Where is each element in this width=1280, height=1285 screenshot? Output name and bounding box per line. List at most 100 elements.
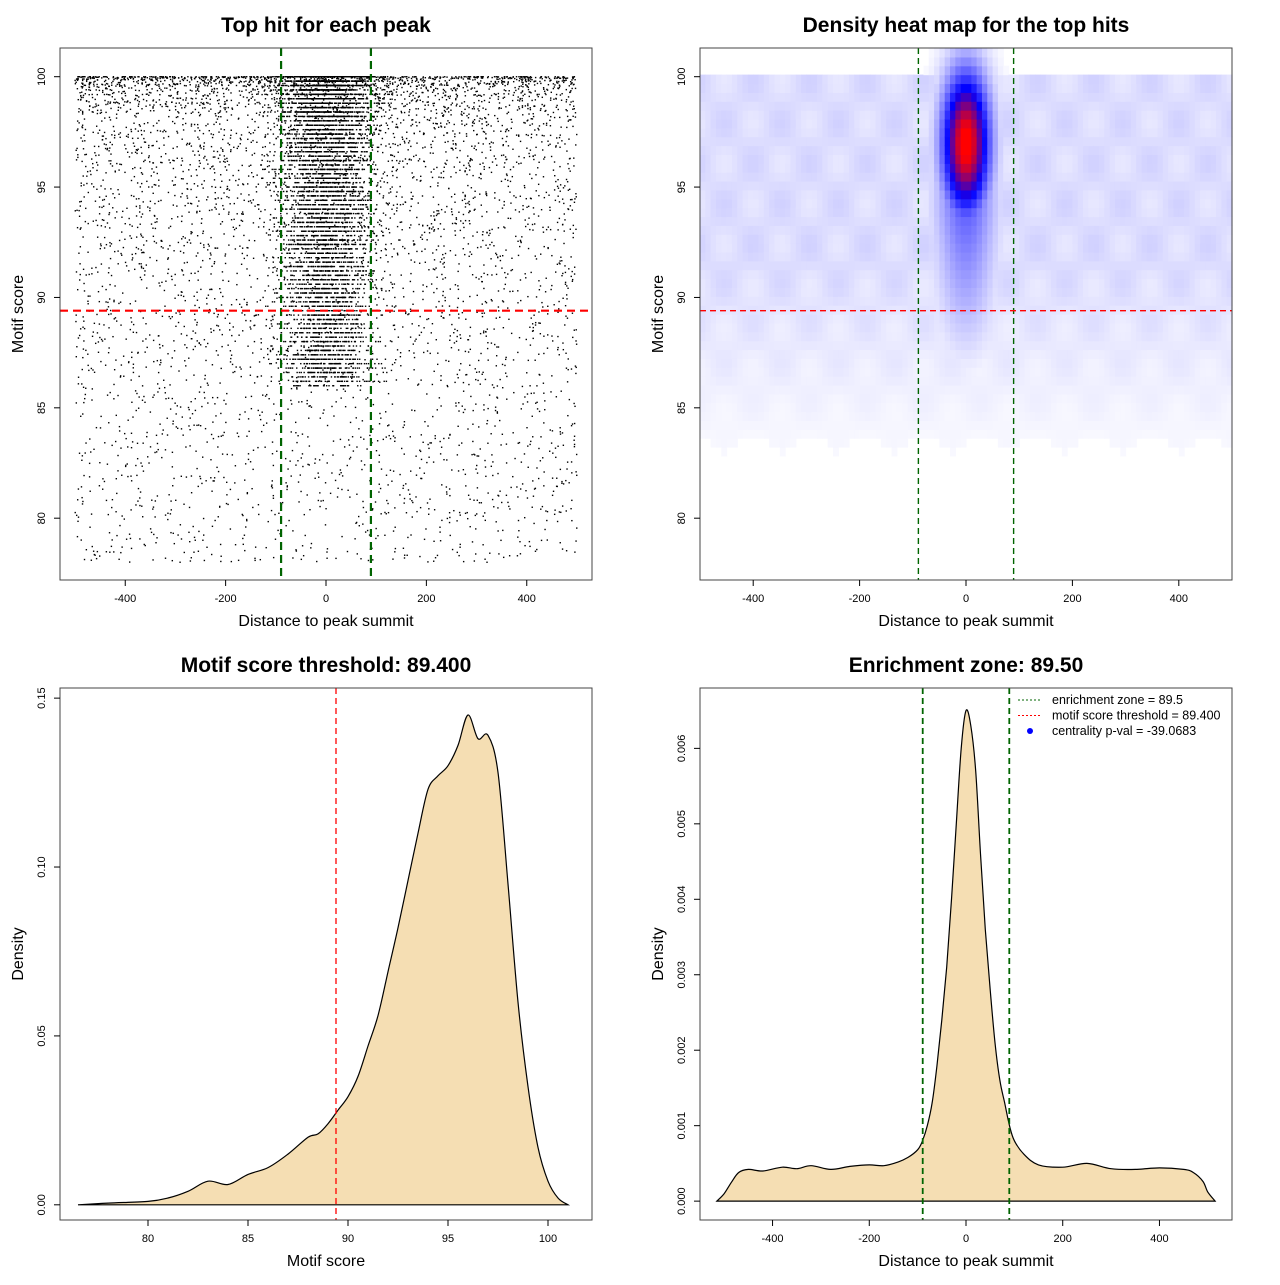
scatter-point [276, 90, 278, 93]
scatter-point [111, 96, 113, 98]
scatter-point [395, 379, 398, 381]
scatter-point [343, 446, 346, 448]
scatter-point [338, 252, 341, 254]
scatter-point [486, 231, 488, 234]
scatter-point [276, 297, 278, 299]
scatter-point [296, 385, 298, 387]
scatter-point [154, 451, 156, 454]
scatter-point [269, 213, 272, 216]
scatter-point [529, 443, 531, 446]
scatter-point [497, 290, 500, 292]
scatter-point [464, 170, 466, 173]
scatter-point [272, 89, 275, 91]
scatter-point [374, 208, 377, 211]
scatter-point [377, 98, 380, 100]
scatter-point [368, 272, 371, 275]
scatter-point [296, 332, 298, 334]
scatter-point [220, 304, 223, 306]
scatter-point [97, 132, 99, 134]
scatter-point [249, 80, 251, 82]
scatter-point [453, 509, 455, 512]
scatter-point [110, 107, 112, 110]
scatter-point [391, 170, 393, 173]
scatter-point [302, 146, 305, 149]
scatter-point [301, 159, 303, 162]
scatter-point [488, 88, 490, 90]
scatter-point [349, 168, 351, 171]
scatter-point [153, 171, 155, 173]
scatter-point [328, 142, 330, 144]
scatter-point [305, 358, 308, 360]
scatter-point [499, 490, 501, 492]
scatter-point [320, 349, 322, 352]
scatter-point [318, 221, 321, 224]
scatter-point [455, 217, 458, 219]
scatter-point [363, 168, 366, 171]
scatter-point [189, 164, 191, 166]
scatter-point [401, 102, 403, 105]
scatter-point [304, 358, 306, 360]
scatter-point [542, 306, 544, 308]
scatter-point [464, 350, 467, 353]
scatter-point [486, 76, 489, 79]
scatter-point [288, 313, 291, 316]
scatter-point [228, 211, 230, 213]
scatter-point [348, 274, 351, 277]
scatter-point [197, 136, 199, 138]
scatter-point [448, 79, 451, 81]
scatter-point [294, 151, 296, 153]
scatter-point [302, 177, 304, 179]
scatter-point [307, 376, 310, 378]
scatter-point [354, 241, 357, 244]
scatter-point [545, 122, 548, 125]
scatter-point [209, 252, 212, 254]
scatter-point [269, 362, 271, 365]
scatter-point [469, 251, 471, 253]
scatter-point [387, 511, 390, 514]
scatter-point [304, 367, 306, 369]
scatter-point [275, 287, 277, 290]
scatter-point [362, 506, 365, 509]
scatter-point [558, 136, 561, 139]
scatter-point [279, 102, 281, 104]
scatter-point [348, 128, 350, 131]
scatter-point [394, 98, 396, 101]
scatter-point [411, 76, 414, 78]
scatter-point [361, 198, 364, 200]
scatter-point [182, 99, 184, 101]
scatter-point [311, 301, 313, 303]
scatter-point [341, 287, 343, 290]
scatter-point [537, 127, 539, 130]
scatter-point [319, 292, 321, 294]
scatter-point [257, 93, 259, 95]
scatter-point [544, 528, 546, 531]
scatter-point [386, 499, 388, 502]
scatter-point [125, 338, 127, 340]
scatter-point [394, 526, 396, 528]
scatter-point [320, 182, 322, 185]
scatter-point [125, 265, 128, 267]
scatter-point [81, 496, 83, 499]
scatter-point [188, 211, 190, 213]
scatter-point [316, 309, 318, 312]
scatter-point [348, 444, 351, 446]
scatter-point [309, 104, 312, 106]
scatter-point [379, 412, 381, 415]
scatter-point [156, 442, 159, 445]
scatter-point [517, 88, 520, 90]
scatter-point [218, 102, 220, 105]
scatter-point [566, 317, 569, 319]
scatter-point [464, 170, 466, 172]
scatter-point [468, 164, 470, 166]
scatter-point [307, 257, 310, 259]
scatter-point [543, 104, 546, 107]
scatter-point [335, 401, 337, 403]
scatter-point [347, 292, 349, 294]
scatter-point [372, 332, 374, 334]
scatter-point [302, 340, 304, 343]
scatter-point [318, 204, 320, 206]
scatter-point [511, 175, 514, 178]
scatter-point [218, 99, 220, 101]
scatter-point [205, 359, 207, 362]
scatter-point [404, 158, 407, 160]
